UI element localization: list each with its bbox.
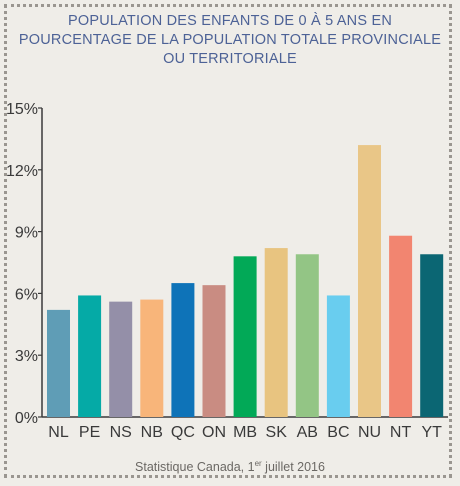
- chart-title-line-2: POURCENTAGE DE LA POPULATION TOTALE PROV…: [18, 32, 442, 48]
- x-tick-label: MB: [233, 424, 257, 441]
- bar: [264, 248, 288, 417]
- x-tick-label: ON: [202, 424, 226, 441]
- x-tick-label: BC: [327, 424, 349, 441]
- chart-title: POPULATION DES ENFANTS DE 0 À 5 ANS EN P…: [0, 12, 460, 69]
- x-tick-label: YT: [421, 424, 442, 441]
- footer-date: juillet 2016: [261, 460, 325, 475]
- x-tick-label: SK: [266, 424, 288, 441]
- chart-title-line-1: POPULATION DES ENFANTS DE 0 À 5 ANS EN: [67, 13, 392, 29]
- x-tick-label: NS: [110, 424, 132, 441]
- bar: [140, 299, 164, 417]
- dotted-frame: [4, 4, 452, 478]
- bar: [78, 295, 102, 417]
- y-tick-label: 0%: [15, 410, 38, 427]
- y-tick-label: 12%: [6, 163, 38, 180]
- bar: [358, 145, 381, 417]
- footer-superscript: er: [254, 459, 262, 468]
- bar: [389, 235, 413, 417]
- x-tick-label: AB: [297, 424, 318, 441]
- source-footer: Statistique Canada, 1er juillet 2016: [0, 459, 460, 474]
- bar: [326, 295, 350, 417]
- y-tick-label: 9%: [15, 225, 38, 242]
- bar: [109, 301, 133, 417]
- footer-source: Statistique Canada, 1: [135, 460, 255, 475]
- chart-title-line-3: OU TERRITORIALE: [163, 51, 297, 67]
- x-tick-label: NT: [390, 424, 412, 441]
- x-tick-label: PE: [79, 424, 100, 441]
- y-tick-label: 6%: [15, 286, 38, 303]
- x-tick-label: NB: [141, 424, 163, 441]
- bar: [47, 309, 70, 417]
- bar: [295, 254, 319, 417]
- x-tick-label: NU: [358, 424, 381, 441]
- x-tick-label: NL: [48, 424, 69, 441]
- y-tick-label: 15%: [6, 101, 38, 118]
- x-tick-label: QC: [171, 424, 195, 441]
- bar: [171, 283, 195, 417]
- bar: [233, 256, 257, 417]
- bar: [202, 285, 226, 417]
- y-tick-label: 3%: [15, 348, 38, 365]
- bar: [420, 254, 444, 417]
